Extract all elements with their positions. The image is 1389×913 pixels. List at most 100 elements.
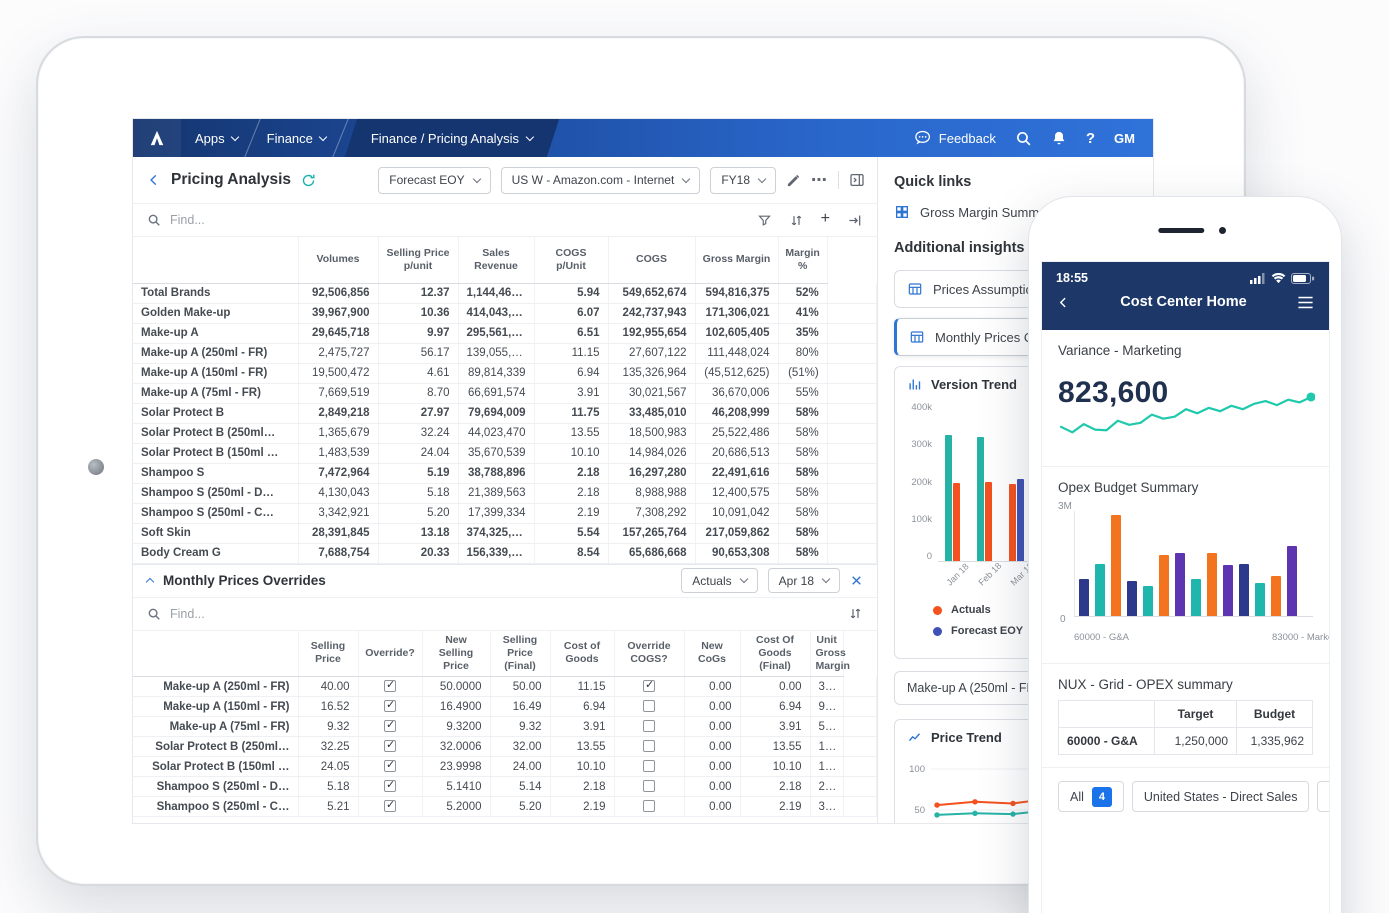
bar[interactable] (1079, 579, 1089, 616)
overrides-version-selector[interactable]: Actuals (681, 568, 758, 593)
pricing-grid-row[interactable]: Make-up A (150ml - FR) 19,500,472 4.61 89,8… (133, 363, 877, 384)
cell-value[interactable]: 10.10 (534, 443, 609, 464)
cell-value[interactable]: 0.00 (684, 796, 741, 817)
year-selector[interactable]: FY18 (710, 166, 776, 194)
more-options-icon[interactable]: ⋯ (811, 172, 828, 189)
cell-value[interactable]: 79,694,009 (458, 403, 535, 424)
cell-value[interactable]: 58% (778, 403, 828, 424)
column-header[interactable]: Volumes (298, 237, 379, 284)
cell-value[interactable]: 66,691,574 (458, 383, 535, 404)
cell-value[interactable]: 6.94 (550, 696, 615, 717)
column-header[interactable]: COGS p/Unit (534, 237, 609, 284)
cell-value[interactable]: 10.36 (378, 303, 459, 324)
bar[interactable] (1287, 546, 1297, 616)
cell-value[interactable]: 20.33 (378, 543, 459, 564)
cell-value[interactable]: 8,988,988 (608, 483, 696, 504)
pricing-grid-row[interactable]: Shampoo S 7,472,964 5.19 38,788,896 2.18 16,2… (133, 463, 877, 484)
cell-value[interactable]: 10,091,042 (695, 503, 779, 524)
opex-section[interactable]: Opex Budget Summary 3M 0 60000 - G&A 830… (1042, 467, 1329, 664)
cell-value[interactable]: 5.54 (534, 523, 609, 544)
cell-value[interactable]: 39,967,900 (298, 303, 379, 324)
pricing-grid-row[interactable]: Solar Protect B (250ml… 1,365,679 32.24 44,… (133, 423, 877, 444)
bar[interactable] (1143, 586, 1153, 616)
cell-value[interactable]: 80% (778, 343, 828, 364)
cell-value[interactable]: 16.52 (298, 696, 359, 717)
bar[interactable] (1016, 479, 1024, 561)
column-header[interactable]: COGS (608, 237, 696, 284)
scope-selector[interactable]: US W - Amazon.com - Internet (500, 166, 701, 194)
cell-value[interactable]: 156,339,976 (458, 543, 535, 564)
nav-finance[interactable]: Finance (253, 119, 340, 157)
cell-value[interactable]: 217,059,862 (695, 523, 779, 544)
column-header[interactable]: Gross Margin (695, 237, 779, 284)
bar[interactable] (1008, 484, 1016, 561)
cell-value[interactable]: 58% (778, 503, 828, 524)
feedback-button[interactable]: Feedback (914, 130, 996, 146)
cell-value[interactable]: 89,814,339 (458, 363, 535, 384)
cell-value[interactable]: 102,605,405 (695, 323, 779, 344)
pricing-grid-row[interactable]: Shampoo S (250ml - C… 3,342,921 5.20 17,399… (133, 503, 877, 524)
cell-value[interactable]: 5.21 (298, 796, 359, 817)
table-row[interactable]: 60000 - G&A 1,250,000 1,335,962 (1058, 727, 1313, 755)
nav-apps[interactable]: Apps (181, 119, 252, 157)
cell-value[interactable]: 10.10 (550, 756, 615, 777)
cell-value[interactable]: 7,308,292 (608, 503, 696, 524)
cell-value[interactable]: 35,670,539 (458, 443, 535, 464)
cell-value[interactable]: 9.3200 (422, 716, 491, 737)
cell-value[interactable]: 38.85 (810, 676, 844, 697)
cell-value[interactable]: 7,688,754 (298, 543, 379, 564)
bar[interactable] (1255, 582, 1265, 616)
help-icon[interactable]: ? (1085, 129, 1096, 147)
column-header[interactable]: Override? (358, 630, 423, 677)
override-checkbox[interactable] (643, 800, 655, 813)
override-checkbox[interactable] (643, 740, 655, 753)
find-input[interactable] (170, 213, 370, 227)
cell-value[interactable]: 3.91 (534, 383, 609, 404)
cell-value[interactable]: 24.04 (378, 443, 459, 464)
cell-value[interactable]: 7,472,964 (298, 463, 379, 484)
cell-value[interactable]: 0.00 (684, 696, 741, 717)
opex-grid-section[interactable]: NUX - Grid - OPEX summary Target Budget 6… (1042, 664, 1329, 768)
cell-value[interactable]: 2,849,218 (298, 403, 379, 424)
pricing-grid-row[interactable]: Soft Skin 28,391,845 13.18 374,325,626 5.54 1… (133, 523, 877, 544)
override-checkbox[interactable] (384, 798, 396, 813)
cell-value[interactable]: 20,686,513 (695, 443, 779, 464)
cell-value[interactable]: 111,448,024 (695, 343, 779, 364)
bar[interactable] (1271, 575, 1281, 616)
cell-value[interactable]: 4.61 (378, 363, 459, 384)
cell-value[interactable]: 8.54 (534, 543, 609, 564)
cell-value[interactable]: 2.19 (550, 796, 615, 817)
column-header[interactable]: Sales Revenue (458, 237, 535, 284)
cell-value[interactable]: 35% (778, 323, 828, 344)
bar[interactable] (1223, 565, 1233, 616)
override-checkbox[interactable] (643, 760, 655, 773)
cell-value[interactable]: 1,365,679 (298, 423, 379, 444)
filter-chip[interactable]: All 4 (1058, 781, 1124, 812)
column-header[interactable]: Budget (1236, 700, 1313, 728)
cell-value[interactable]: 3,342,921 (298, 503, 379, 524)
find-input[interactable] (170, 606, 370, 621)
bar[interactable] (1207, 553, 1217, 616)
pricing-grid-row[interactable]: Make-up A 29,645,718 9.97 295,561,059 6.51 19… (133, 323, 877, 344)
bar[interactable] (976, 436, 984, 561)
back-chevron-icon[interactable] (147, 173, 161, 187)
cell-value[interactable]: (51%) (778, 363, 828, 384)
pricing-grid-row[interactable]: Make-up A (250ml - FR) 2,475,727 56.17 139,… (133, 343, 877, 364)
bar[interactable] (944, 434, 952, 561)
column-header[interactable]: Margin % (778, 237, 828, 284)
add-icon[interactable]: + (820, 210, 830, 227)
pricing-grid-row[interactable]: Golden Make-up 39,967,900 10.36 414,043,964… (133, 303, 877, 324)
cell-value[interactable]: 594,816,375 (695, 283, 779, 304)
overrides-grid-row[interactable]: Shampoo S (250ml - D…5.185.14105.142.180… (133, 776, 877, 797)
cell-value[interactable]: 27.97 (378, 403, 459, 424)
bar[interactable] (1127, 581, 1137, 616)
cell-value[interactable]: 46,208,999 (695, 403, 779, 424)
cell-value[interactable]: 32.0006 (422, 736, 491, 757)
cell-value[interactable]: 28,391,845 (298, 523, 379, 544)
cell-value[interactable]: 6.94 (534, 363, 609, 384)
cell-value[interactable]: 58% (778, 443, 828, 464)
cell-value[interactable]: 6.51 (534, 323, 609, 344)
cell-value[interactable]: 3.01 (810, 796, 844, 817)
cell-value[interactable]: 90,653,308 (695, 543, 779, 564)
cell-value[interactable]: 9.97 (378, 323, 459, 344)
